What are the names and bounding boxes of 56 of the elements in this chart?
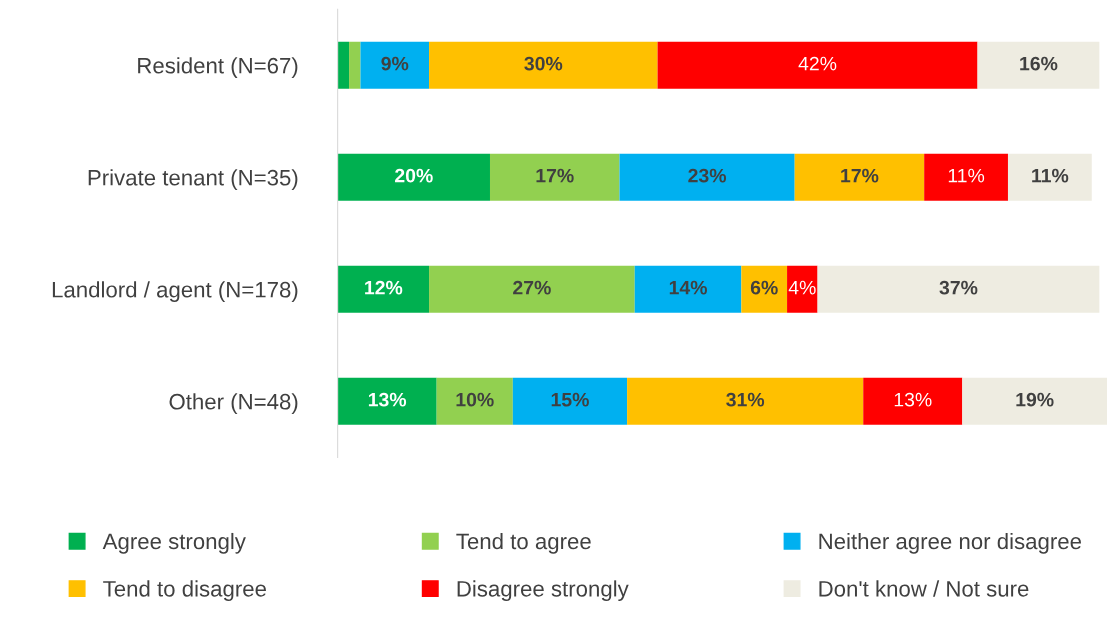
- bar: [512, 377, 628, 425]
- data-label: 42%: [798, 56, 837, 71]
- data-label: 23%: [688, 168, 727, 183]
- y-tick-label: Landlord / agent (N=178): [52, 281, 298, 302]
- data-label: 10%: [456, 392, 494, 407]
- bar: [627, 377, 864, 425]
- data-label: 31%: [726, 392, 765, 407]
- bar: [429, 41, 658, 89]
- bar: [349, 41, 361, 89]
- data-label: 20%: [395, 168, 433, 183]
- bar: [977, 41, 1100, 89]
- data-label: 14%: [669, 280, 707, 295]
- y-tick-label: Other (N=48): [169, 393, 298, 414]
- bar: [337, 377, 437, 425]
- data-label: 27%: [513, 280, 551, 295]
- bar: [337, 265, 430, 313]
- bar: [337, 41, 350, 89]
- legend-label: Tend to disagree: [103, 580, 266, 602]
- y-tick-label: Resident (N=67): [138, 57, 298, 78]
- data-label: 30%: [524, 56, 563, 71]
- bar: [634, 265, 742, 313]
- data-label: 4%: [788, 280, 816, 295]
- data-label: 12%: [365, 280, 403, 295]
- bar: [337, 153, 490, 201]
- bar: [817, 265, 1100, 313]
- bar: [489, 153, 620, 201]
- legend-label: Tend to agree: [456, 532, 591, 554]
- data-label: 13%: [368, 392, 407, 407]
- bar: [787, 265, 818, 313]
- data-label: 19%: [1016, 392, 1054, 407]
- data-label: 13%: [894, 392, 932, 407]
- bar: [360, 41, 430, 89]
- bar: [436, 377, 513, 425]
- data-label: 17%: [536, 168, 574, 183]
- bar: [619, 153, 795, 201]
- data-label: 37%: [939, 280, 978, 295]
- legend-label: Disagree strongly: [457, 580, 629, 602]
- legend-label: Neither agree nor disagree: [819, 532, 1081, 554]
- bar: [1007, 153, 1092, 201]
- bar: [863, 377, 963, 425]
- bar: [924, 153, 1008, 201]
- data-label: 9%: [381, 56, 409, 71]
- legend-label: Agree strongly: [102, 532, 246, 554]
- bar: [962, 377, 1107, 425]
- data-label: 16%: [1020, 56, 1058, 71]
- data-label: 17%: [841, 168, 879, 183]
- bar: [657, 41, 978, 89]
- data-label: 6%: [750, 280, 778, 295]
- bar: [429, 265, 635, 313]
- data-label: 11%: [1032, 168, 1069, 183]
- data-label: 15%: [551, 392, 589, 407]
- y-tick-label: Private tenant (N=35): [88, 169, 298, 190]
- data-label: 11%: [948, 168, 985, 183]
- legend-label: Don't know / Not sure: [819, 580, 1029, 597]
- bar: [741, 265, 788, 313]
- bar: [794, 153, 925, 201]
